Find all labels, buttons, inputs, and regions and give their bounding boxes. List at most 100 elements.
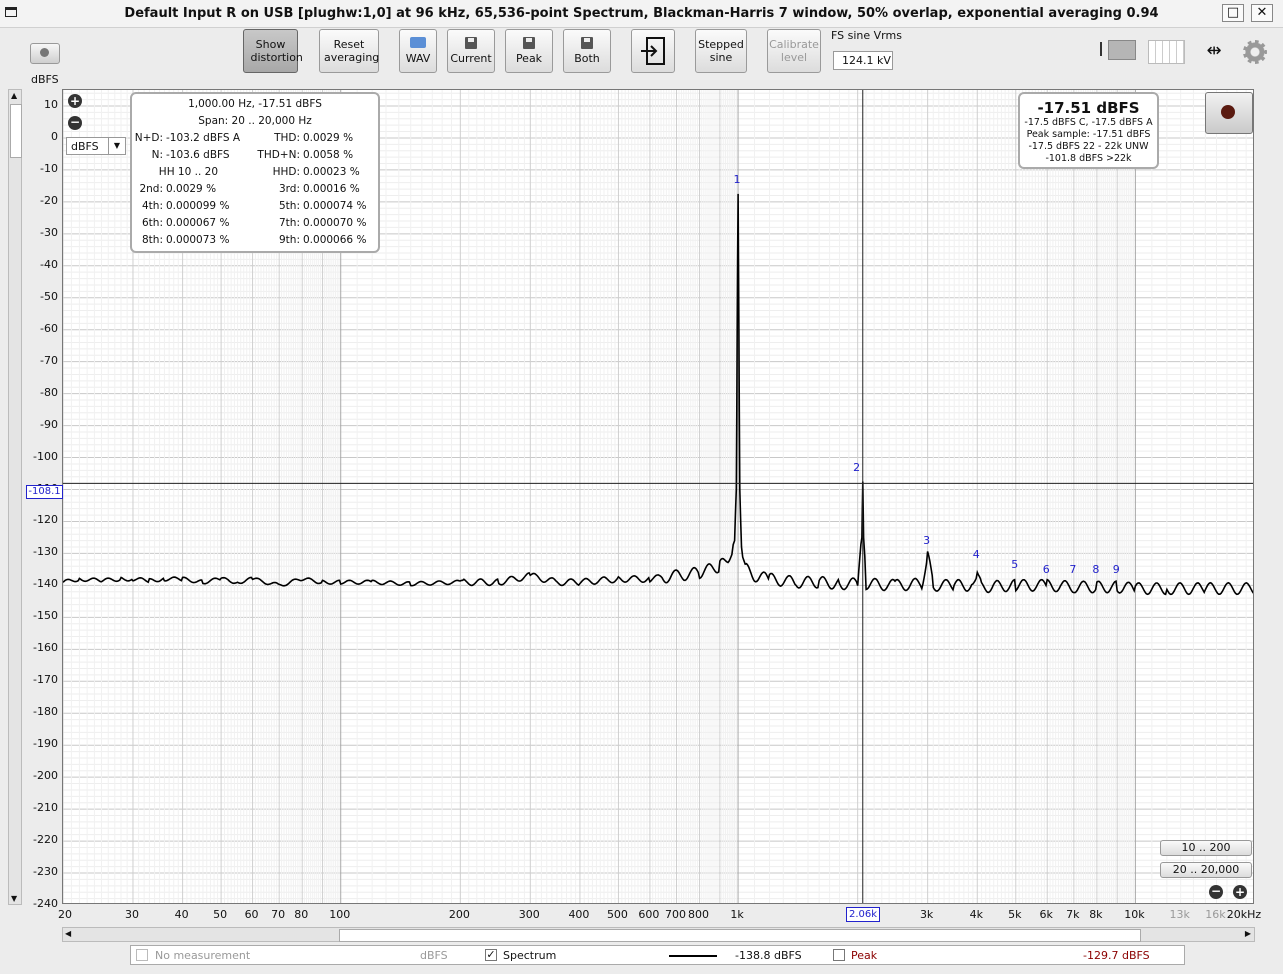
record-button[interactable] — [1205, 92, 1253, 134]
columns-icon[interactable] — [1148, 40, 1185, 64]
calibrate-level-button[interactable]: Calibrate level — [767, 29, 821, 73]
y-tick-label: -230 — [33, 865, 58, 879]
import-icon — [641, 37, 665, 65]
title-bar: Default Input R on USB [plughw:1,0] at 9… — [0, 0, 1283, 28]
info-label: N+D: — [134, 132, 163, 144]
fs-sine-value-field[interactable]: 124.1 kV — [833, 51, 893, 70]
camera-icon[interactable] — [30, 43, 60, 64]
spectrum-label: Spectrum — [503, 949, 557, 962]
y-tick-label: -120 — [33, 513, 58, 527]
no-measurement-checkbox[interactable] — [136, 949, 148, 961]
record-icon — [1221, 105, 1235, 119]
fs-sine-label: FS sine Vrms — [831, 29, 902, 42]
y-tick-label: -220 — [33, 833, 58, 847]
info-value: 0.000073 % — [166, 234, 230, 246]
zoom-in-icon[interactable]: + — [68, 94, 82, 108]
info-row: 4th: 0.000099 % 5th: 0.000074 % — [132, 200, 378, 217]
y-scrollbar[interactable]: ▲ ▼ — [8, 89, 22, 905]
save-peak-button[interactable]: Peak — [505, 29, 553, 73]
show-distortion-button[interactable]: Show distortion — [243, 29, 303, 73]
maximize-button[interactable]: □ — [1222, 4, 1244, 22]
x-tick-label: 30 — [124, 908, 139, 921]
spectrum-line-swatch — [669, 955, 717, 957]
level-box: -17.51 dBFS -17.5 dBFS C, -17.5 dBFS A P… — [1018, 92, 1159, 169]
spectrum-value: -138.8 dBFS — [735, 949, 802, 962]
calibrate-level-label: Calibrate level — [769, 38, 819, 64]
info-label: HH 10 .. 20 — [158, 166, 218, 178]
peak-value: -129.7 dBFS — [1083, 949, 1150, 962]
x-tick-label: 100 — [329, 908, 351, 921]
harmonic-marker: 9 — [1112, 562, 1120, 576]
harmonic-marker: 4 — [972, 548, 980, 562]
x-scrollbar[interactable]: ◀ ▶ — [62, 927, 1255, 942]
info-value: 0.0029 % — [303, 132, 354, 144]
spectrum-checkbox[interactable]: ✓ — [485, 948, 497, 961]
info-row: 2nd: 0.0029 % 3rd: 0.00016 % — [132, 183, 378, 200]
info-row: 8th: 0.000073 % 9th: 0.000066 % — [132, 234, 378, 251]
graph-layout-icon[interactable] — [1100, 38, 1136, 62]
y-tick-label: -160 — [33, 641, 58, 655]
info-value: 0.000066 % — [303, 234, 367, 246]
save-current-button[interactable]: Current — [447, 29, 495, 73]
import-button[interactable] — [631, 29, 675, 73]
y-tick-label: -80 — [40, 385, 58, 399]
x-tick-label: 1k — [730, 908, 744, 921]
x-tick-label: 5k — [1008, 908, 1022, 921]
harmonic-marker: 2 — [853, 460, 861, 474]
y-tick-label: -40 — [40, 257, 58, 271]
unit-select[interactable]: dBFS ▼ — [66, 137, 126, 155]
range-20-20000-button[interactable]: 20 .. 20,000 — [1160, 862, 1252, 878]
stepped-sine-button[interactable]: Stepped sine — [695, 29, 747, 73]
y-tick-label: -240 — [33, 897, 58, 910]
peak-label: Peak — [851, 949, 878, 962]
level-line: -17.5 dBFS 22 - 22k UNW — [1028, 141, 1149, 152]
reset-averaging-button[interactable]: Reset averaging — [319, 29, 379, 73]
info-label: 3rd: — [278, 183, 300, 195]
zoom-out-x-icon[interactable]: − — [1209, 884, 1223, 899]
x-tick-label: 200 — [448, 908, 470, 921]
spectrum-trace — [63, 193, 1253, 596]
save-both-button[interactable]: Both — [563, 29, 611, 73]
x-tick-label: 20kHz — [1226, 908, 1262, 921]
x-tick-label: 7k — [1066, 908, 1080, 921]
gear-icon[interactable] — [1243, 40, 1267, 64]
both-label: Both — [574, 52, 600, 65]
info-header: 1,000.00 Hz, -17.51 dBFS — [188, 98, 322, 110]
x-tick-label: 6k — [1039, 908, 1053, 921]
x-tick-label: 300 — [518, 908, 540, 921]
save-icon — [523, 37, 535, 49]
y-tick-label: -60 — [40, 321, 58, 335]
cursor-y-label: -108.1 — [26, 485, 63, 499]
save-icon — [465, 37, 477, 49]
info-row: N: -103.6 dBFS THD+N: 0.0058 % — [132, 149, 378, 166]
peak-checkbox[interactable] — [833, 949, 845, 961]
info-value: 0.000099 % — [166, 200, 230, 212]
range-10-200-button[interactable]: 10 .. 200 — [1160, 840, 1252, 856]
y-tick-label: -90 — [40, 417, 58, 431]
info-value: 0.0058 % — [303, 149, 354, 161]
y-tick-label: -140 — [33, 577, 58, 591]
info-value: 0.000067 % — [166, 217, 230, 229]
zoom-out-icon[interactable]: − — [68, 115, 82, 130]
y-tick-label: -170 — [33, 673, 58, 687]
move-arrows-icon[interactable]: ⇹ — [1206, 40, 1222, 61]
zoom-in-x-icon[interactable]: + — [1233, 885, 1247, 899]
y-tick-label: -20 — [40, 193, 58, 207]
info-label: THD: — [274, 132, 300, 144]
harmonic-marker: 5 — [1011, 558, 1019, 571]
harmonic-marker: 8 — [1092, 562, 1100, 576]
wav-button[interactable]: WAV — [399, 29, 437, 73]
info-label: THD+N: — [257, 149, 300, 161]
x-tick-label: 700 — [665, 908, 686, 921]
legend-bar: No measurement dBFS ✓ Spectrum -138.8 dB… — [130, 945, 1185, 965]
stepped-sine-label: Stepped sine — [698, 38, 744, 64]
info-label: 4th: — [142, 200, 163, 212]
close-button[interactable]: ✕ — [1251, 4, 1273, 22]
window-menu-icon[interactable] — [5, 7, 17, 17]
y-tick-label: -100 — [33, 449, 58, 463]
info-label: 5th: — [279, 200, 300, 212]
info-value: 0.000070 % — [303, 217, 367, 229]
y-tick-label: -150 — [33, 609, 58, 623]
x-tick-label: 20 — [58, 908, 72, 921]
x-tick-label: 4k — [969, 908, 983, 921]
